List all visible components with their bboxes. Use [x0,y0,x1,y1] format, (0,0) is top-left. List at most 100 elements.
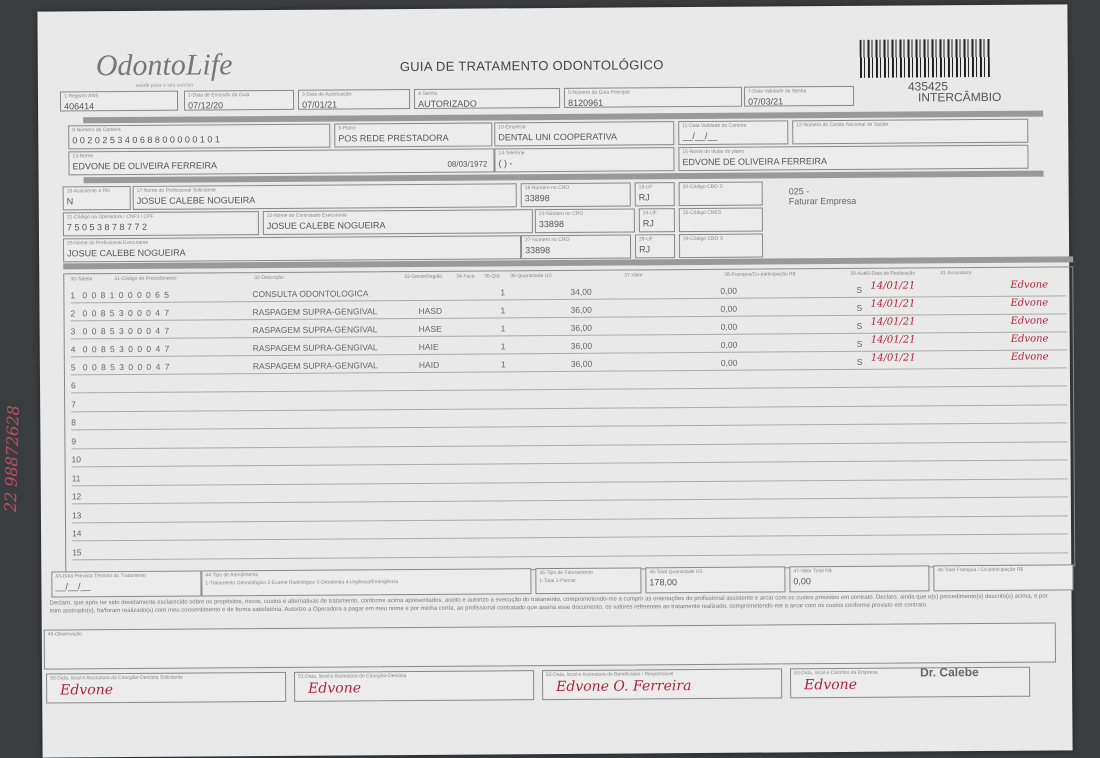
form-field[interactable]: 20-Código CBO S [678,181,763,207]
total-field[interactable]: 46-Total Quantidade US 178,00 [645,566,786,594]
signature-box[interactable]: 50-Data, local e Assinatura do Cirurgião… [46,671,287,704]
form-field[interactable]: 15-Nome do titular do plano EDVONE DE OLI… [678,144,1029,172]
column-header: 33-Dente/Região [404,273,443,281]
form-field[interactable]: 7-Data Validade da Senha 07/03/21 [743,85,855,107]
field-value: 0 0 2 0 2 5 3 4 0 6 8 8 0 0 0 0 0 1 0 1 [72,134,220,146]
patient-signature: Edvone [1010,279,1049,291]
form-field[interactable]: 11-Data Validade da Carteira __/__/__ [678,120,789,146]
form-field[interactable]: 29-Código CBO S [678,233,764,259]
field-value [683,218,759,219]
form-field[interactable]: 28-UF RJ [634,234,676,259]
column-header: 32-Descrição [254,274,284,282]
field-value: POS REDE PRESTADORA [338,132,449,144]
field-value: EDVONE DE OLIVEIRA FERREIRA [72,160,218,172]
column-header: 31-Código do Procedimento [114,275,177,283]
procedure-code: 0 0 8 5 3 0 0 0 4 7 [82,343,171,355]
field-value: 33898 [524,193,550,204]
column-header: 36-Quantidade US [510,273,552,280]
form-field[interactable]: 19-UF RJ [634,182,675,207]
form-field[interactable]: 27-Número no CRO 33898 [520,234,632,260]
form-field[interactable]: 3-Data de Autorização 07/01/21 [297,89,411,110]
column-header: 41-Assinatura [940,270,972,277]
field-value: ( ) - [498,158,513,169]
patient-signature: Edvone [1010,333,1049,345]
form-field[interactable]: 12-Número do Cartão Nacional de Saúde [792,118,1029,145]
field-label: 51-Data, local e Assinatura do Cirurgião… [298,673,407,680]
field-label: 53-Data, local e Carimbo da Empresa [794,669,878,677]
column-header: 35-Qtd [484,273,500,280]
field-value: 1-Total 2-Parcial [539,577,576,585]
form-field[interactable]: 10-Empresa DENTAL UNI COOPERATIVA [494,121,675,147]
form-field[interactable]: 13-Nome EDVONE DE OLIVEIRA FERREIRA 08/03/… [68,148,495,176]
authorized-flag: S [856,356,863,367]
field-value: 33898 [525,245,551,256]
signature-box[interactable]: 51-Data, local e Assinatura do Cirurgião… [294,670,535,702]
form-field[interactable]: 21-Código na Operadora / CNPJ / CPF 7 5 0… [62,211,259,237]
form-field[interactable]: 16-Assistente a RN N [62,185,131,211]
field-label: 5-Número da Guia Principal [567,89,630,96]
signature-box[interactable]: 52-Data, local e Assinatura do Beneficiá… [542,668,783,701]
row-number: 4 [70,344,76,355]
field-value: DENTAL UNI COOPERATIVA [498,131,618,143]
copay: 0,00 [720,357,738,368]
field-label: 25-Código CNES [682,209,722,217]
field-value: RJ [642,218,654,229]
total-field[interactable]: 45-Tipo de Faturamento 1-Total 2-Parcial [535,567,642,595]
row-number: 10 [71,454,82,465]
tooth-region: HAID [418,359,440,370]
field-value: RJ [638,192,650,203]
total-field[interactable]: 43-Data Prevista Término do Tratamento __… [51,570,202,598]
field-label: 27-Número no CRO [524,236,570,244]
form-field[interactable]: 4-Senha AUTORIZADO [413,87,561,109]
field-value: 7 5 0 5 3 8 7 8 7 7 2 [66,221,148,233]
field-label: 3-Data de Autorização [301,91,352,98]
total-field[interactable]: 44-Tipo de Atendimento 1-Tratamento Odont… [201,568,532,597]
odontolife-logo: OdontoLife saúde para o seu sorriso [95,48,233,89]
field-value: N [66,196,74,207]
field-value [683,244,759,245]
form-field[interactable]: 18-Número no CRO 33898 [520,182,631,208]
field-value: 07/12/20 [188,100,224,111]
form-field[interactable]: 14-Telefone( ) - [494,147,675,173]
field-label: 23-Número no CRO [538,210,584,218]
us-quantity: 36,00 [570,358,593,369]
form-field[interactable]: 2-Data de Emissão da Guia 07/12/20 [183,89,295,111]
form-field[interactable]: 9-Plano POS REDE PRESTADORA [334,122,493,148]
field-value [683,192,759,193]
form-field[interactable]: 26-Nome do Profissional Executante JOSUE … [62,235,522,263]
total-field[interactable]: 48-Total Franquia / Co-participação R$ [933,564,1074,592]
us-quantity: 34,00 [570,286,592,297]
form-field[interactable]: 24-UF RJ [638,208,675,233]
form-field[interactable]: 5-Número da Guia Principal 8120961 [563,86,743,108]
form-field[interactable]: 25-Código CNES [678,207,763,233]
column-header: 30-Tabela [70,276,93,283]
form-field[interactable]: 22-Nome do Contratado Executante JOSUE CA… [262,209,533,236]
birth-date: 08/03/1972 [447,159,488,169]
tooth-region: HASD [418,305,443,316]
row-number: 8 [71,417,77,428]
column-header: 39-Aut [850,270,866,277]
row-number: 5 [70,362,76,373]
field-label: 22-Nome do Contratado Executante [266,212,347,220]
tooth-region: HAIE [418,341,439,352]
procedure-description: CONSULTA ODONTOLOGICA [252,288,369,300]
field-label: 15-Nome do titular do plano [682,148,745,156]
realization-date: 14/01/21 [870,334,916,346]
form-field[interactable]: 23-Número no CRO 33898 [534,208,635,234]
form-field[interactable]: 1-Registro ANS 406414 [59,90,179,112]
field-label: 1-Registro ANS [63,93,99,100]
total-field[interactable]: 47-Valor Total R$ 0,00 [789,565,930,593]
row-number: 12 [71,491,82,502]
us-quantity: 36,00 [570,304,592,315]
field-value: 0,00 [793,576,811,587]
signature-box[interactable]: 53-Data, local e Carimbo da Empresa Edvon… [790,666,1031,699]
field-value: 33898 [538,218,564,230]
form-field[interactable]: 17-Nome do Profissional Solicitante JOSUE… [132,183,517,210]
signature: Edvone [804,676,858,694]
observation-field[interactable]: 49-Observação [43,622,1056,670]
form-field[interactable]: 8-Número da Carteira 0 0 2 0 2 5 3 4 0 6 … [68,123,331,150]
signature: Edvone [60,682,114,699]
realization-date: 14/01/21 [870,352,916,364]
procedures-table: 30-Tabela 31-Código do Procedimento 32-Des… [63,266,1076,574]
guide-form: OdontoLife saúde para o seu sorriso GUIA … [1,4,1076,758]
